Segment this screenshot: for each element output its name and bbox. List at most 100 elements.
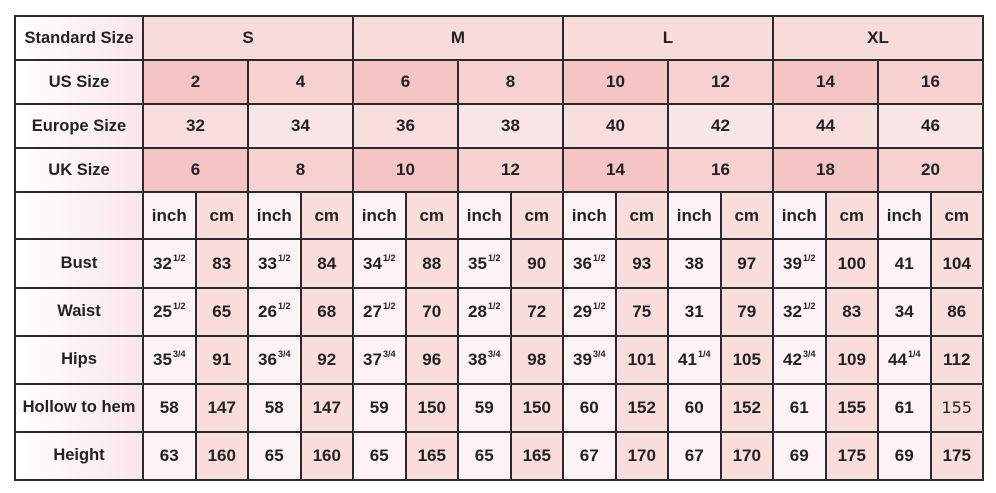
unit-inch-header: inch — [352, 191, 407, 241]
meas-row: Hips 353/4 91 363/4 92 373/4 96 383/4 98 393/4 101… — [14, 334, 984, 385]
measurement-value: 351/2 — [457, 238, 512, 289]
measurement-value: 96 — [404, 334, 459, 385]
unit-inch-header: inch — [877, 191, 932, 241]
uk-size-cell: 16 — [667, 147, 774, 194]
value-whole: 28 — [468, 302, 487, 322]
value-fraction: 1/2 — [802, 301, 816, 312]
value-whole: 38 — [684, 253, 704, 273]
value-whole: 69 — [894, 445, 914, 465]
unit-cm-header: cm — [299, 191, 354, 241]
measurement-value: 393/4 — [562, 334, 617, 385]
size-chart-table: Standard Size S M L XL US Size 2 4 6 8 10 12 14 16 Eur… — [14, 14, 984, 482]
value-whole: 42 — [783, 350, 802, 370]
measurement-value: 363/4 — [247, 334, 302, 385]
unit-cm-header: cm — [824, 191, 879, 241]
measurement-label: Hips — [14, 334, 144, 385]
value-whole: 67 — [684, 445, 704, 465]
value-whole: 165 — [417, 445, 446, 465]
value-whole: 63 — [159, 445, 179, 465]
value-whole: 147 — [312, 397, 341, 417]
value-whole: 105 — [732, 349, 761, 369]
measurement-value: 383/4 — [457, 334, 512, 385]
value-whole: 34 — [363, 254, 382, 274]
measurement-value: 59 — [352, 382, 407, 433]
value-whole: 34 — [894, 301, 914, 321]
value-whole: 41 — [894, 253, 914, 273]
measurement-value: 86 — [929, 286, 984, 337]
value-whole: 44 — [888, 350, 907, 370]
value-whole: 58 — [159, 397, 179, 417]
measurement-value: 92 — [299, 334, 354, 385]
measurement-value: 34 — [877, 286, 932, 337]
us-size-cell: 4 — [247, 59, 354, 106]
value-whole: 70 — [422, 301, 442, 321]
measurement-value: 251/2 — [142, 286, 197, 337]
measurement-value: 391/2 — [772, 238, 827, 289]
value-fraction: 1/2 — [172, 301, 186, 312]
measurement-label: Height — [14, 430, 144, 482]
measurement-value: 271/2 — [352, 286, 407, 337]
value-whole: 165 — [522, 445, 551, 465]
value-whole: 101 — [627, 349, 656, 369]
meas-row: Waist 251/2 65 261/2 68 271/2 70 281/2 72 291/2 75… — [14, 286, 984, 337]
standard-size-cell: S — [142, 14, 354, 62]
measurement-value: 155 — [824, 382, 879, 433]
uk-size-cell: 18 — [772, 147, 879, 194]
value-fraction: 3/4 — [277, 349, 291, 360]
measurement-value: 321/2 — [772, 286, 827, 337]
unit-inch-header: inch — [247, 191, 302, 241]
unit-cm-header: cm — [929, 191, 984, 241]
value-whole: 31 — [684, 301, 704, 321]
value-whole: 92 — [317, 349, 337, 369]
unit-inch-header: inch — [142, 191, 197, 241]
measurement-value: 291/2 — [562, 286, 617, 337]
unit-cm-header: cm — [404, 191, 459, 241]
measurement-value: 165 — [509, 430, 564, 482]
measurement-value: 65 — [352, 430, 407, 482]
measurement-value: 160 — [194, 430, 249, 482]
measurement-value: 109 — [824, 334, 879, 385]
value-whole: 59 — [474, 397, 494, 417]
uk-size-cell: 20 — [877, 147, 984, 194]
value-fraction: 3/4 — [592, 349, 606, 360]
measurement-value: 170 — [719, 430, 774, 482]
meas-row: Bust 321/2 83 331/2 84 341/2 88 351/2 90 361/2 93 3… — [14, 238, 984, 289]
measurement-value: 147 — [194, 382, 249, 433]
value-whole: 86 — [947, 301, 967, 321]
us-size-cell: 16 — [877, 59, 984, 106]
measurement-value: 281/2 — [457, 286, 512, 337]
uk-size-cell: 12 — [457, 147, 564, 194]
value-whole: 26 — [258, 302, 277, 322]
value-whole: 25 — [153, 302, 172, 322]
measurement-value: 150 — [404, 382, 459, 433]
value-whole: 60 — [684, 397, 704, 417]
value-fraction: 1/2 — [382, 301, 396, 312]
europe-size-cell: 46 — [877, 103, 984, 150]
europe-size-cell: 42 — [667, 103, 774, 150]
unit-inch-header: inch — [562, 191, 617, 241]
value-fraction: 3/4 — [172, 349, 186, 360]
value-whole: 65 — [369, 445, 389, 465]
value-fraction: 3/4 — [487, 349, 501, 360]
measurement-value: 38 — [667, 238, 722, 289]
measurement-value: 423/4 — [772, 334, 827, 385]
value-fraction: 3/4 — [382, 349, 396, 360]
value-whole: 83 — [842, 301, 862, 321]
unit-cm-header: cm — [719, 191, 774, 241]
units-row: inch cm inch cm inch cm inch cm inch cm inch cm inch… — [14, 191, 984, 241]
value-whole: 36 — [573, 254, 592, 274]
measurement-value: 105 — [719, 334, 774, 385]
value-whole: 96 — [422, 349, 442, 369]
us-size-cell: 14 — [772, 59, 879, 106]
measurement-value: 175 — [929, 430, 984, 482]
measurement-value: 91 — [194, 334, 249, 385]
value-fraction: 1/2 — [802, 253, 816, 264]
uk-size-cell: 6 — [142, 147, 249, 194]
measurement-value: 341/2 — [352, 238, 407, 289]
measurement-value: 411/4 — [667, 334, 722, 385]
value-fraction: 1/2 — [277, 253, 291, 264]
measurement-value: 67 — [562, 430, 617, 482]
measurement-value: 101 — [614, 334, 669, 385]
measurement-value: 65 — [247, 430, 302, 482]
meas-row: Hollow to hem 58 147 58 147 59 150 59 150 60 152 60… — [14, 382, 984, 433]
